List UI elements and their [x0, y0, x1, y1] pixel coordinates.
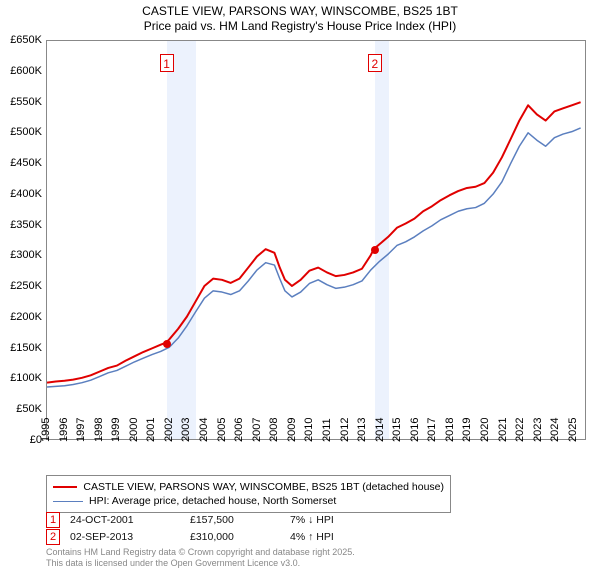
y-axis: £0£50K£100K£150K£200K£250K£300K£350K£400…: [0, 40, 44, 440]
x-tick-label: 2025: [567, 418, 579, 442]
x-tick-label: 2006: [233, 418, 245, 442]
x-tick-label: 2023: [532, 418, 544, 442]
sale-date: 24-OCT-2001: [70, 514, 180, 526]
sale-price: £310,000: [190, 531, 280, 543]
sale-hpi: 7% ↓ HPI: [290, 514, 370, 526]
x-tick-label: 1995: [40, 418, 52, 442]
y-tick-label: £500K: [10, 126, 42, 138]
sale-hpi: 4% ↑ HPI: [290, 531, 370, 543]
y-tick-label: £150K: [10, 342, 42, 354]
x-tick-label: 2011: [321, 418, 333, 442]
x-tick-label: 2019: [461, 418, 473, 442]
sale-marker: 2: [46, 529, 60, 545]
x-tick-label: 2024: [549, 418, 561, 442]
y-tick-label: £50K: [16, 403, 42, 415]
x-tick-label: 2010: [303, 418, 315, 442]
y-tick-label: £650K: [10, 34, 42, 46]
legend-swatch: [53, 501, 83, 502]
footer-note: Contains HM Land Registry data © Crown c…: [46, 547, 566, 569]
x-tick-label: 2017: [426, 418, 438, 442]
footer-line1: Contains HM Land Registry data © Crown c…: [46, 547, 566, 558]
legend-label: CASTLE VIEW, PARSONS WAY, WINSCOMBE, BS2…: [83, 480, 444, 494]
y-tick-label: £250K: [10, 280, 42, 292]
x-tick-label: 2004: [198, 418, 210, 442]
x-tick-label: 2002: [163, 418, 175, 442]
y-tick-label: £400K: [10, 188, 42, 200]
x-tick-label: 2022: [514, 418, 526, 442]
y-tick-label: £550K: [10, 96, 42, 108]
y-tick-label: £100K: [10, 372, 42, 384]
sale-row-2: 2 02-SEP-2013 £310,000 4% ↑ HPI: [46, 529, 586, 545]
price-chart-container: CASTLE VIEW, PARSONS WAY, WINSCOMBE, BS2…: [0, 0, 600, 560]
x-tick-label: 2000: [128, 418, 140, 442]
x-tick-label: 2012: [339, 418, 351, 442]
y-tick-label: £450K: [10, 157, 42, 169]
sale-dot-1: [163, 340, 171, 348]
x-tick-label: 2014: [374, 418, 386, 442]
plot-area: 12: [46, 40, 586, 440]
x-axis: 1995199619971998199920002001200220032004…: [46, 442, 586, 472]
legend-item: HPI: Average price, detached house, Nort…: [53, 494, 444, 508]
x-tick-label: 2016: [409, 418, 421, 442]
y-tick-label: £300K: [10, 249, 42, 261]
chart-marker-2: 2: [368, 54, 382, 72]
y-tick-label: £600K: [10, 65, 42, 77]
legend-label: HPI: Average price, detached house, Nort…: [89, 494, 336, 508]
x-tick-label: 2007: [251, 418, 263, 442]
chart-title: CASTLE VIEW, PARSONS WAY, WINSCOMBE, BS2…: [0, 4, 600, 34]
sale-date: 02-SEP-2013: [70, 531, 180, 543]
sale-dot-2: [371, 246, 379, 254]
x-tick-label: 1996: [58, 418, 70, 442]
x-tick-label: 2020: [479, 418, 491, 442]
x-tick-label: 2018: [444, 418, 456, 442]
x-tick-label: 2001: [145, 418, 157, 442]
legend-swatch: [53, 486, 77, 488]
sales-table: 1 24-OCT-2001 £157,500 7% ↓ HPI 2 02-SEP-2013…: [46, 512, 586, 569]
series-line: [47, 102, 581, 382]
x-tick-label: 2021: [497, 418, 509, 442]
x-tick-label: 2009: [286, 418, 298, 442]
title-line1: CASTLE VIEW, PARSONS WAY, WINSCOMBE, BS2…: [0, 4, 600, 19]
x-tick-label: 2008: [268, 418, 280, 442]
y-tick-label: £350K: [10, 219, 42, 231]
x-tick-label: 1998: [93, 418, 105, 442]
x-tick-label: 1997: [75, 418, 87, 442]
x-tick-label: 2013: [356, 418, 368, 442]
sale-row-1: 1 24-OCT-2001 £157,500 7% ↓ HPI: [46, 512, 586, 528]
sale-price: £157,500: [190, 514, 280, 526]
series-line: [47, 128, 581, 387]
plot-svg: [47, 41, 585, 439]
chart-marker-1: 1: [160, 54, 174, 72]
sale-marker: 1: [46, 512, 60, 528]
legend-item: CASTLE VIEW, PARSONS WAY, WINSCOMBE, BS2…: [53, 480, 444, 494]
y-tick-label: £200K: [10, 311, 42, 323]
x-tick-label: 2015: [391, 418, 403, 442]
legend: CASTLE VIEW, PARSONS WAY, WINSCOMBE, BS2…: [46, 475, 451, 513]
x-tick-label: 2003: [180, 418, 192, 442]
x-tick-label: 1999: [110, 418, 122, 442]
title-line2: Price paid vs. HM Land Registry's House …: [0, 19, 600, 34]
x-tick-label: 2005: [216, 418, 228, 442]
